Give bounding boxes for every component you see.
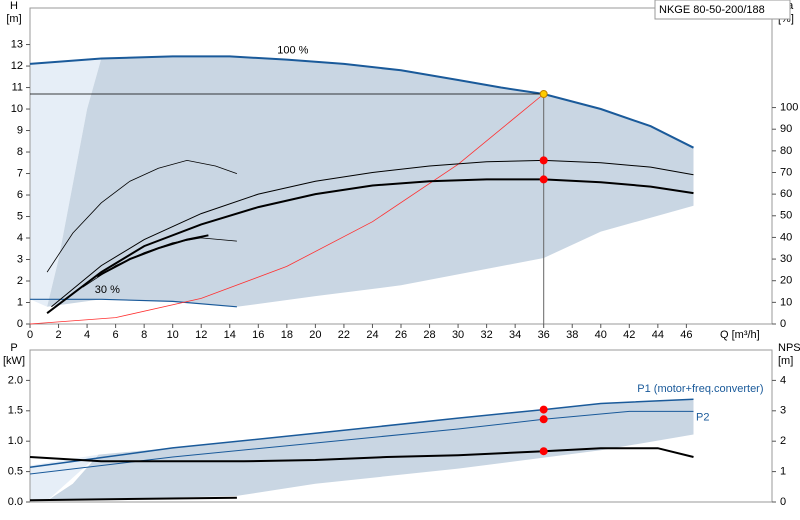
y2-tick-label: 20 (780, 275, 792, 287)
curve (96, 234, 209, 278)
y-tick-label: 10 (11, 103, 23, 115)
x-tick-label: 8 (141, 329, 147, 341)
y-axis-unit: [kW] (3, 355, 25, 367)
x-tick-label: 42 (623, 329, 635, 341)
x-tick-label: 30 (452, 329, 464, 341)
x-tick-label: 40 (595, 329, 607, 341)
y-axis-label: H (10, 0, 18, 12)
y2-tick-label: 90 (780, 123, 792, 135)
x-tick-label: 38 (566, 329, 578, 341)
y2-tick-label: 10 (780, 296, 792, 308)
curve (29, 398, 694, 469)
x-tick-label: 6 (113, 329, 119, 341)
curve (51, 159, 694, 308)
y-tick-label: 12 (11, 60, 23, 72)
duty-point (539, 89, 548, 98)
duty-point (539, 156, 548, 165)
x-tick-label: 24 (366, 329, 378, 341)
x-tick-label: 36 (538, 329, 550, 341)
y-tick-label: 0.5 (8, 466, 23, 478)
curve (29, 447, 694, 463)
curve (46, 159, 238, 273)
curve (46, 178, 694, 314)
y-tick-label: 0.0 (8, 496, 23, 508)
y-tick-label: 11 (12, 81, 23, 93)
operating-region (47, 56, 694, 307)
curve-label: P2 (696, 411, 709, 423)
y2-tick-label: 30 (780, 253, 792, 265)
y-tick-label: 1 (17, 296, 23, 308)
x-tick-label: 46 (680, 329, 692, 341)
x-tick-label: 34 (509, 329, 521, 341)
x-tick-label: 26 (395, 329, 407, 341)
y-tick-label: 1.5 (8, 405, 23, 417)
y2-tick-label: 70 (780, 166, 792, 178)
curve-label: 100 % (277, 44, 308, 56)
y-tick-label: 1.0 (8, 435, 23, 447)
curve-label: 30 % (95, 284, 120, 296)
y-tick-label: 5 (17, 210, 23, 222)
y2-tick-label: 80 (780, 145, 792, 157)
y-tick-label: 13 (11, 38, 23, 50)
curve (29, 55, 694, 149)
y-tick-label: 4 (17, 232, 23, 244)
curve (29, 496, 237, 502)
y-tick-label: 2.0 (8, 374, 23, 386)
x-tick-label: 16 (252, 329, 264, 341)
x-tick-label: 14 (224, 329, 236, 341)
x-tick-label: 4 (84, 329, 90, 341)
x-tick-label: 22 (338, 329, 350, 341)
y-tick-label: 2 (17, 275, 23, 287)
y-tick-label: 3 (17, 253, 23, 265)
y2-tick-label: 0 (780, 496, 786, 508)
x-tick-label: 44 (652, 329, 664, 341)
y2-tick-label: 2 (780, 435, 786, 447)
duty-point (539, 415, 548, 424)
y-tick-label: 6 (17, 189, 23, 201)
y2-tick-label: 4 (780, 374, 786, 386)
y2-tick-label: 1 (780, 466, 786, 478)
curve-label: P1 (motor+freq.converter) (637, 383, 763, 395)
y-axis-label: P (10, 342, 17, 354)
duty-point (539, 175, 548, 184)
y2-tick-label: 60 (780, 188, 792, 200)
x-tick-label: 20 (309, 329, 321, 341)
curve (29, 410, 694, 475)
y-tick-label: 7 (17, 167, 23, 179)
duty-point (539, 447, 548, 456)
x-axis-label: Q [m³/h] (720, 329, 760, 341)
x-tick-label: 28 (423, 329, 435, 341)
y-tick-label: 8 (17, 146, 23, 158)
x-tick-label: 12 (195, 329, 207, 341)
y2-axis-label: NPSH (778, 342, 800, 354)
model-box (654, 0, 791, 20)
y2-axis-unit: [m] (778, 355, 793, 367)
x-tick-label: 32 (480, 329, 492, 341)
operating-region (30, 454, 99, 501)
y2-tick-label: 100 (780, 101, 798, 113)
x-tick-label: 18 (281, 329, 293, 341)
y-tick-label: 9 (17, 124, 23, 136)
x-tick-label: 2 (55, 329, 61, 341)
x-tick-label: 10 (167, 329, 179, 341)
plot-frame (29, 349, 773, 503)
duty-point (539, 405, 548, 414)
y-tick-label: 0 (17, 318, 23, 330)
y2-tick-label: 40 (780, 231, 792, 243)
operating-region (30, 58, 102, 307)
y2-tick-label: 50 (780, 210, 792, 222)
x-tick-label: 0 (27, 329, 33, 341)
model-name: NKGE 80-50-200/188 (659, 4, 765, 16)
y2-tick-label: 3 (780, 405, 786, 417)
y-axis-unit: [m] (6, 13, 21, 25)
operating-region (47, 399, 694, 501)
y2-tick-label: 0 (780, 318, 786, 330)
